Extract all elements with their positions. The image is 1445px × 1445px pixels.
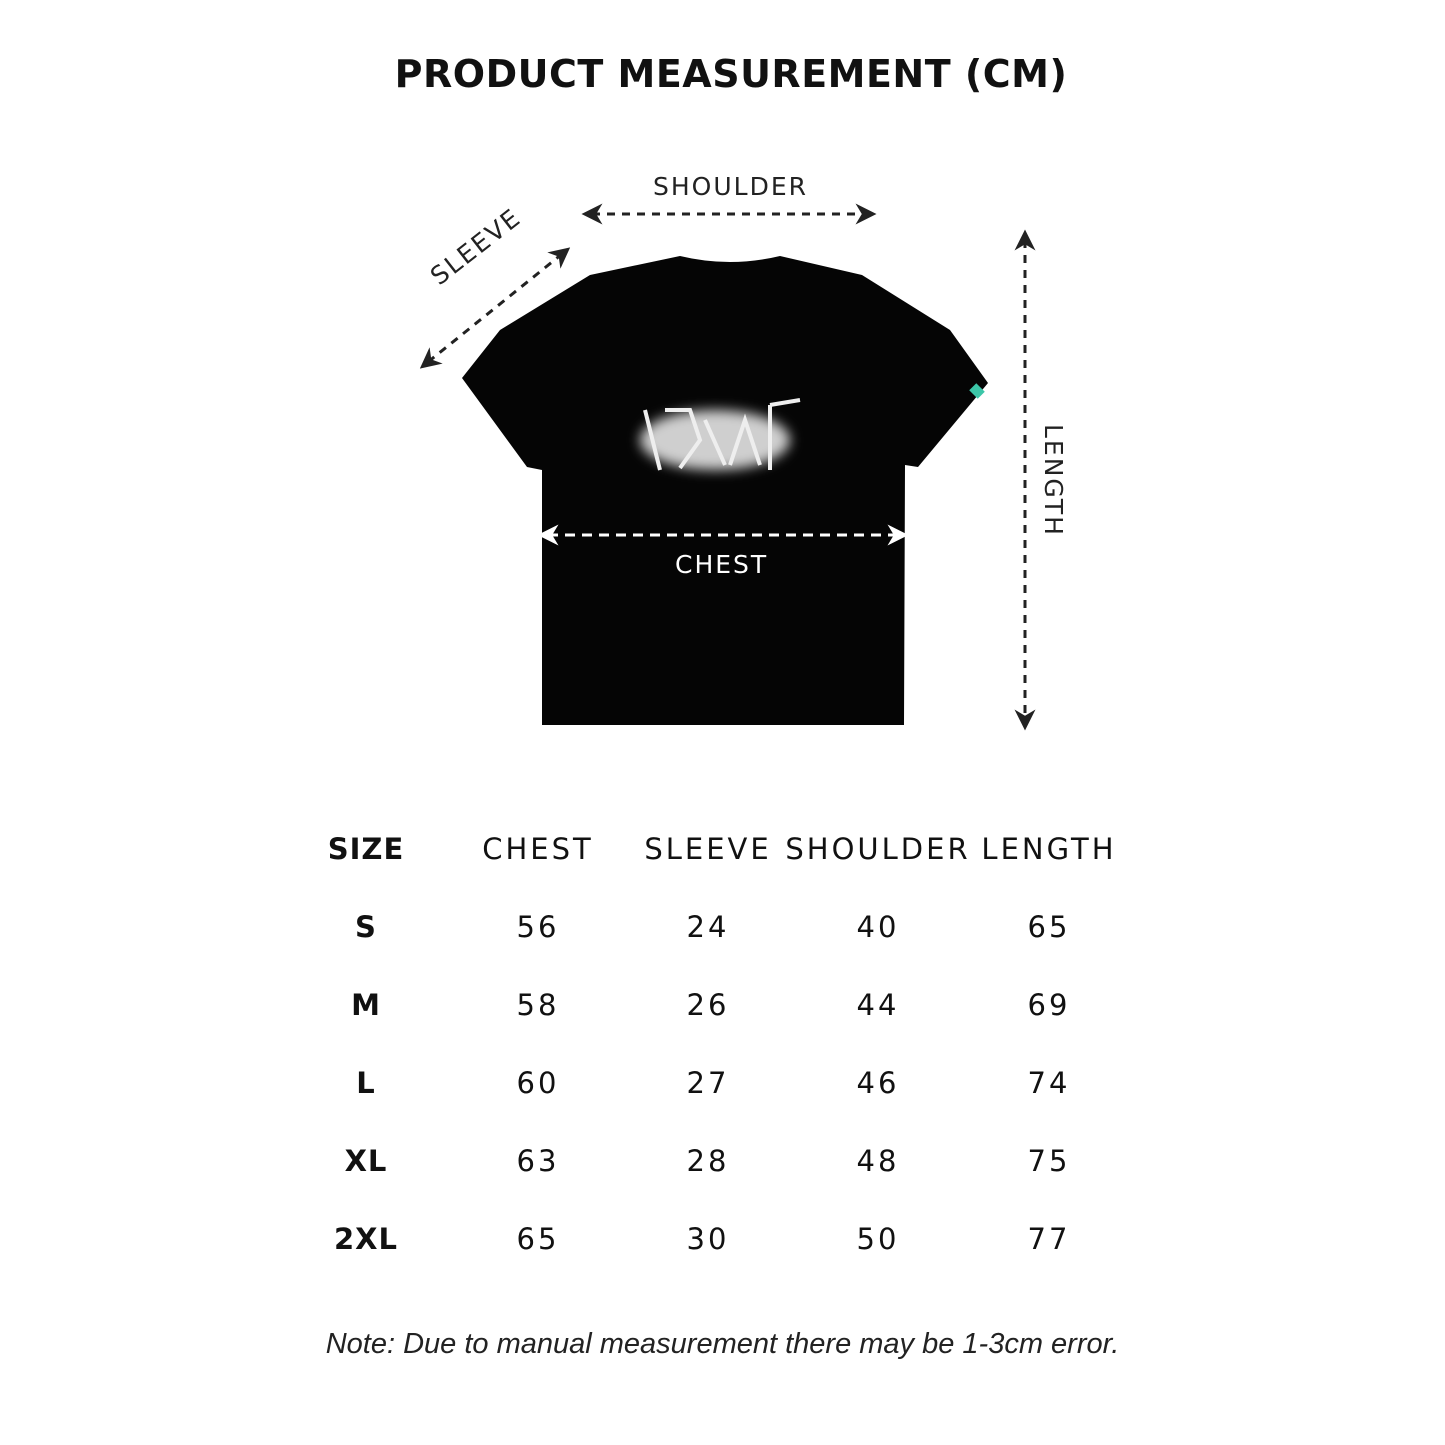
column-header: CHEST (482, 832, 594, 866)
column-header: SIZE (327, 832, 405, 866)
size-cell: M (351, 988, 381, 1022)
column-header: LENGTH (981, 832, 1117, 866)
measurement-cell: 65 (1027, 910, 1071, 944)
measurement-cell: 75 (1027, 1144, 1071, 1178)
shoulder-label: SHOULDER (653, 172, 808, 201)
shirt-diagram (419, 203, 1036, 731)
size-cell: XL (344, 1144, 388, 1178)
measurement-cell: 50 (856, 1222, 900, 1256)
column-header: SHOULDER (785, 832, 971, 866)
measurement-cell: 65 (516, 1222, 560, 1256)
size-cell: 2XL (333, 1222, 399, 1256)
measurement-cell: 30 (686, 1222, 730, 1256)
page-title: PRODUCT MEASUREMENT (CM) (394, 52, 1068, 96)
measurement-cell: 77 (1027, 1222, 1071, 1256)
measurement-cell: 44 (856, 988, 900, 1022)
measurement-cell: 56 (516, 910, 560, 944)
column-header: SLEEVE (644, 832, 772, 866)
logo-graphic (640, 398, 801, 471)
chest-label: CHEST (675, 550, 769, 579)
length-label: LENGTH (1039, 424, 1068, 537)
measurement-cell: 28 (686, 1144, 730, 1178)
measurement-cell: 63 (516, 1144, 560, 1178)
measurement-cell: 69 (1027, 988, 1071, 1022)
measurement-cell: 46 (856, 1066, 900, 1100)
measurement-cell: 24 (686, 910, 730, 944)
measurement-cell: 27 (686, 1066, 730, 1100)
measurement-cell: 74 (1027, 1066, 1071, 1100)
measurement-cell: 60 (516, 1066, 560, 1100)
size-cell: S (355, 910, 377, 944)
tshirt-shape (462, 256, 988, 725)
measurement-note: Note: Due to manual measurement there ma… (325, 1328, 1120, 1360)
measurement-cell: 58 (516, 988, 560, 1022)
measurement-cell: 40 (856, 910, 900, 944)
sleeve-tag (969, 383, 985, 399)
measurement-cell: 48 (856, 1144, 900, 1178)
size-cell: L (356, 1066, 376, 1100)
measurement-cell: 26 (686, 988, 730, 1022)
